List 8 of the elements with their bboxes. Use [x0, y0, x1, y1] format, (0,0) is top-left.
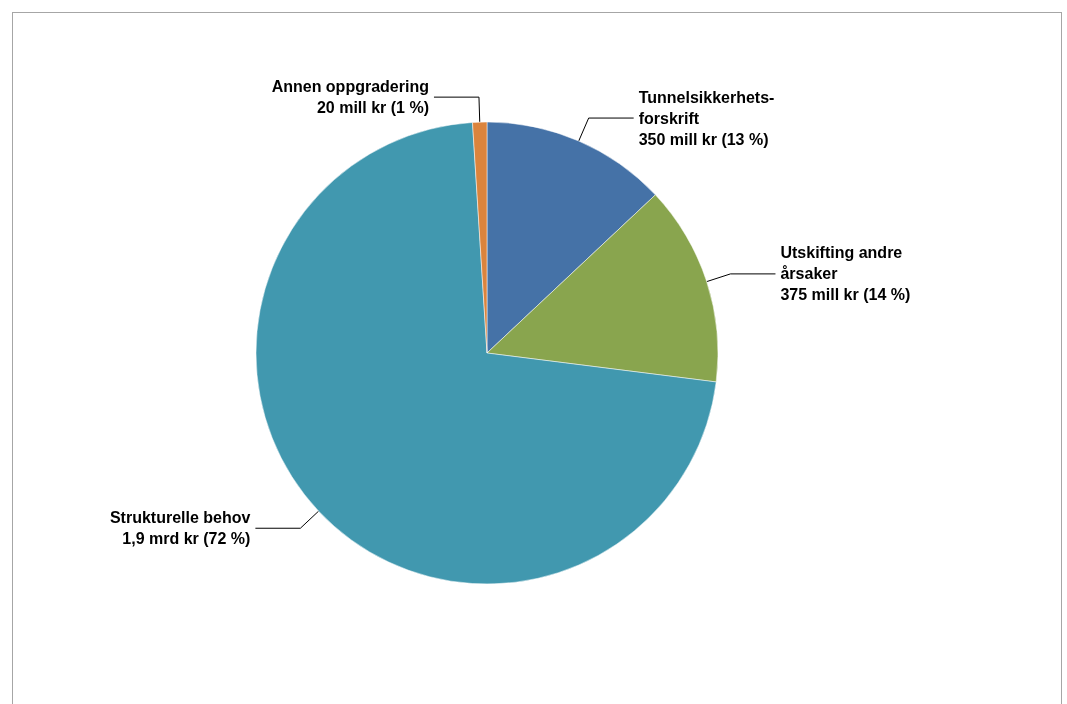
- slice-label: Tunnelsikkerhets-forskrift: [638, 88, 775, 127]
- slice-label: Utskifting andre årsaker: [780, 244, 907, 283]
- slice-label: Strukturelle behov: [109, 509, 251, 527]
- data-label: 375 mill kr (14 %): [780, 286, 911, 304]
- data-label: 350 mill kr (13 %): [638, 130, 769, 148]
- data-label: 1,9 mrd kr (72 %): [122, 530, 251, 548]
- slice-label: Annen oppgradering: [271, 78, 429, 96]
- data-label: 20 mill kr (1 %): [316, 99, 429, 117]
